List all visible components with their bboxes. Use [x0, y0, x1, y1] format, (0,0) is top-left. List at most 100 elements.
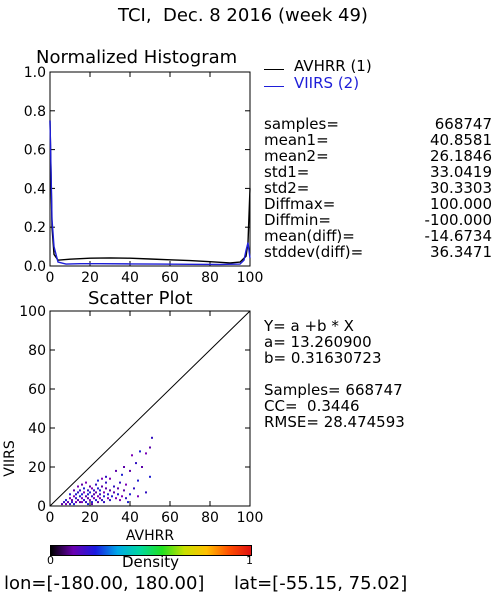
scatter-point — [91, 503, 93, 506]
scatter-point — [91, 501, 93, 504]
scatter-point — [117, 487, 119, 490]
scatter-point — [83, 487, 85, 490]
samples-count: Samples= 668747 — [264, 381, 403, 399]
x-tick-label: 100 — [237, 510, 264, 526]
scatter-title: Scatter Plot — [88, 288, 193, 309]
x-tick-label: 20 — [81, 510, 99, 526]
scatter-point — [111, 495, 113, 498]
stat-label: Diffmax= — [264, 195, 336, 213]
scatter-point — [105, 481, 107, 484]
scatter-point — [95, 491, 97, 494]
scatter-point — [141, 466, 143, 468]
stat-value: 33.0419 — [429, 163, 492, 181]
scatter-point — [149, 475, 151, 478]
scatter-point — [109, 489, 111, 492]
legend-line-viirs — [264, 86, 284, 87]
scatter-point — [89, 499, 91, 502]
y-tick-label: 100 — [19, 304, 46, 320]
regression-equation: Y= a +b * X — [264, 317, 354, 335]
x-tick-label: 0 — [46, 510, 55, 526]
histogram-title: Normalized Histogram — [36, 47, 238, 68]
x-tick-label: 40 — [121, 510, 139, 526]
y-tick-label: 0.0 — [24, 259, 46, 275]
scatter-point — [99, 493, 101, 496]
colorbar-min-label: 0 — [47, 554, 54, 567]
scatter-point — [123, 489, 125, 492]
x-tick-label: 100 — [237, 270, 264, 286]
scatter-point — [139, 450, 141, 453]
scatter-point — [81, 483, 83, 486]
y-tick-label: 0.4 — [24, 181, 46, 197]
scatter-point — [85, 481, 87, 484]
scatter-point — [127, 501, 129, 504]
scatter-point — [87, 497, 89, 500]
stat-value: -14.6734 — [424, 227, 492, 245]
scatter-point — [101, 499, 103, 502]
scatter-point — [91, 495, 93, 498]
scatter-point — [95, 483, 97, 486]
one-to-one-line — [49, 310, 251, 507]
scatter-point — [95, 499, 97, 502]
stat-label: mean(diff)= — [264, 227, 355, 245]
scatter-point — [63, 501, 65, 504]
scatter-point — [71, 501, 73, 504]
stat-value: 30.3303 — [429, 179, 492, 197]
scatter-point — [99, 489, 101, 492]
scatter-point — [81, 501, 83, 504]
scatter-point — [83, 491, 85, 494]
stat-value: 36.3471 — [429, 243, 492, 261]
scatter-point — [125, 483, 127, 486]
scatter-point — [69, 503, 71, 506]
scatter-point — [113, 485, 115, 488]
scatter-point — [89, 485, 91, 488]
scatter-point — [145, 491, 147, 494]
scatter-point — [93, 489, 95, 492]
stat-label: std2= — [264, 179, 310, 197]
y-tick-label: 0.8 — [24, 104, 46, 120]
regression-a: a= 13.260900 — [264, 333, 372, 351]
lat-range: lat=[-55.15, 75.02] — [234, 573, 408, 594]
scatter-point — [151, 436, 153, 439]
scatter-point — [131, 454, 133, 457]
stat-label: mean2= — [264, 147, 329, 165]
regression-b: b= 0.31630723 — [264, 349, 382, 367]
histogram-chart: 0 20 40 60 80 100 0.0 0.2 0.4 0.6 0.8 1.0 — [24, 65, 264, 286]
scatter-point — [87, 493, 89, 496]
scatter-frame — [49, 310, 251, 507]
scatter-point — [87, 503, 89, 506]
stat-value: 668747 — [434, 115, 492, 133]
scatter-point — [77, 485, 79, 488]
scatter-point — [97, 501, 99, 504]
scatter-point — [97, 479, 99, 482]
scatter-point — [83, 499, 85, 502]
x-tick-label: 0 — [46, 270, 55, 286]
x-tick-label: 80 — [201, 510, 219, 526]
page-title: TCI, Dec. 8 2016 (week 49) — [118, 5, 368, 26]
scatter-point — [81, 497, 83, 500]
y-tick-label: 1.0 — [24, 65, 46, 81]
y-tick-label: 40 — [28, 421, 46, 437]
scatter-point — [97, 487, 99, 490]
scatter-point — [119, 481, 121, 484]
scatter-point — [99, 497, 101, 500]
colorbar-max-label: 1 — [246, 554, 253, 567]
scatter-point — [71, 499, 73, 502]
scatter-point — [129, 493, 131, 496]
stat-value: 26.1846 — [429, 147, 492, 165]
series-line-viirs — [49, 120, 251, 266]
y-tick-label: 60 — [28, 382, 46, 398]
y-tick-label: 80 — [28, 343, 46, 359]
scatter-point — [73, 489, 75, 492]
x-tick-label: 80 — [201, 270, 219, 286]
scatter-point — [75, 493, 77, 496]
scatter-point — [73, 503, 75, 506]
stat-label: stddev(diff)= — [264, 243, 364, 261]
x-tick-label: 60 — [161, 270, 179, 286]
scatter-point — [123, 466, 125, 468]
correlation-coefficient: CC= 0.3446 — [264, 397, 360, 415]
density-colorbar — [50, 545, 252, 556]
scatter-point — [113, 491, 115, 494]
scatter-point — [129, 469, 131, 472]
scatter-point — [89, 491, 91, 494]
